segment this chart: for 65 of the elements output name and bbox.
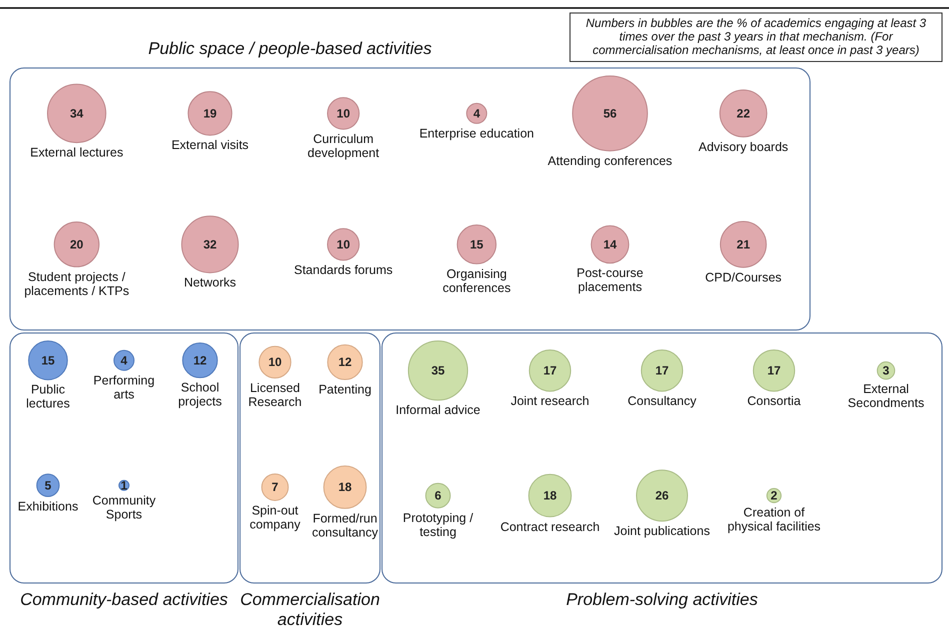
category-label: Curriculum development [308,132,380,160]
data-label: 22 [736,106,750,120]
data-label: 32 [203,237,217,252]
category-label: Patenting [318,382,372,397]
category-label: Consortia [747,394,801,408]
category-label: Informal advice [396,403,480,418]
category-label: Licensed Research [248,381,302,410]
category-label: Student projects / placements / KTPs [24,270,130,298]
data-label: 17 [655,364,669,378]
category-label: Consultancy [628,394,698,408]
data-label: 18 [543,488,557,503]
text: Numbers in bubbles are the % of academics engaging at least 3 times over the past 3 years in that mechanism. (For commercialisation mechanisms, at least once in past 3 years) [586,16,926,57]
category-label: External lectures [30,146,124,160]
category-label: Prototyping / testing [402,510,474,539]
data-label: 3 [882,364,890,378]
data-label: 10 [336,106,350,120]
category-label: Advisory boards [698,140,788,154]
data-label: 14 [603,237,617,252]
data-label: 4 [473,106,480,120]
category-label: Organising conferences [442,266,511,295]
text: Community-based activities [20,590,228,609]
category-label: Creation of physical facilities [727,506,821,534]
category-label: External Secondments [848,382,924,410]
data-label: 12 [193,353,207,368]
category-label: External visits [171,138,249,152]
category-label: Attending conferences [548,154,672,168]
category-label: School projects [178,380,222,409]
data-label: 1 [120,478,128,492]
category-label: Performing arts [93,373,155,402]
data-label: 7 [272,480,279,494]
text: Problem-solving activities [566,590,758,609]
data-label: 4 [120,353,128,368]
data-label: 20 [70,237,84,252]
data-label: 34 [70,106,84,120]
category-label: Networks [184,276,236,290]
category-label: Joint research [510,394,590,408]
data-label: 26 [655,488,669,503]
data-label: 17 [767,364,781,378]
data-label: 18 [338,480,352,494]
category-label: Joint publications [614,524,710,538]
text: Public space / people-based activities [148,39,432,58]
category-label: Contract research [500,520,600,534]
data-label: 12 [338,355,352,370]
category-label: CPD/Courses [705,270,782,284]
category-label: Standards forums [294,263,393,278]
data-label: 35 [431,364,445,378]
text: Commercialisation activities [240,590,380,629]
data-label: 2 [770,488,778,503]
category-label: Post-course placements [576,266,644,294]
data-label: 5 [44,478,52,492]
data-label: 10 [268,355,282,370]
data-label: 15 [41,353,55,368]
category-label: Public lectures [26,382,70,411]
category-label: Enterprise education [419,126,534,140]
data-label: 17 [543,364,557,378]
data-label: 6 [434,488,442,503]
data-label: 10 [336,237,350,252]
data-label: 56 [603,106,617,120]
data-label: 19 [203,106,217,120]
category-label: Spin-out company [250,503,302,532]
category-label: Exhibitions [18,500,78,514]
category-label: Community Sports [92,493,156,522]
data-label: 15 [470,237,484,252]
data-label: 21 [736,237,750,252]
category-label: Formed/run consultancy [312,511,379,540]
